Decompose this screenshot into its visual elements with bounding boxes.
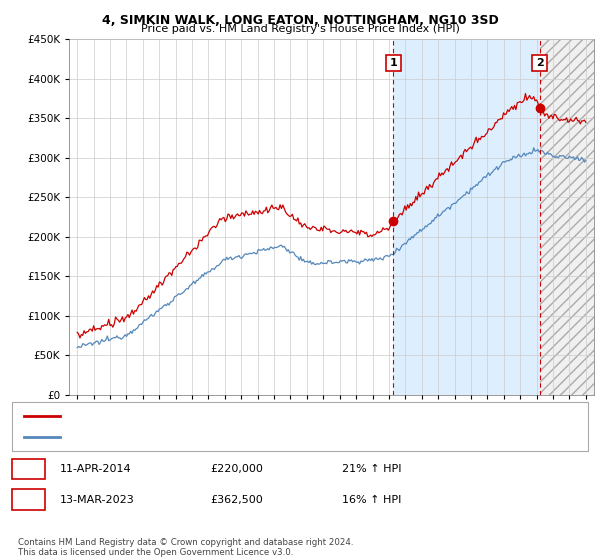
Text: Contains HM Land Registry data © Crown copyright and database right 2024.
This d: Contains HM Land Registry data © Crown c… bbox=[18, 538, 353, 557]
Text: 21% ↑ HPI: 21% ↑ HPI bbox=[342, 464, 401, 474]
Text: 2: 2 bbox=[536, 58, 544, 68]
Text: 4, SIMKIN WALK, LONG EATON, NOTTINGHAM, NG10 3SD: 4, SIMKIN WALK, LONG EATON, NOTTINGHAM, … bbox=[101, 14, 499, 27]
Text: £362,500: £362,500 bbox=[210, 494, 263, 505]
Text: 16% ↑ HPI: 16% ↑ HPI bbox=[342, 494, 401, 505]
Text: 2: 2 bbox=[24, 493, 32, 506]
Text: 4, SIMKIN WALK, LONG EATON, NOTTINGHAM, NG10 3SD (detached house): 4, SIMKIN WALK, LONG EATON, NOTTINGHAM, … bbox=[69, 410, 458, 421]
Text: HPI: Average price, detached house, Erewash: HPI: Average price, detached house, Erew… bbox=[69, 432, 306, 442]
Bar bbox=[539, 39, 594, 395]
Text: 1: 1 bbox=[24, 462, 32, 475]
Text: £220,000: £220,000 bbox=[210, 464, 263, 474]
Bar bbox=[394, 39, 539, 395]
Text: Price paid vs. HM Land Registry's House Price Index (HPI): Price paid vs. HM Land Registry's House … bbox=[140, 24, 460, 34]
Text: 1: 1 bbox=[389, 58, 397, 68]
Text: 13-MAR-2023: 13-MAR-2023 bbox=[60, 494, 135, 505]
Text: 11-APR-2014: 11-APR-2014 bbox=[60, 464, 131, 474]
